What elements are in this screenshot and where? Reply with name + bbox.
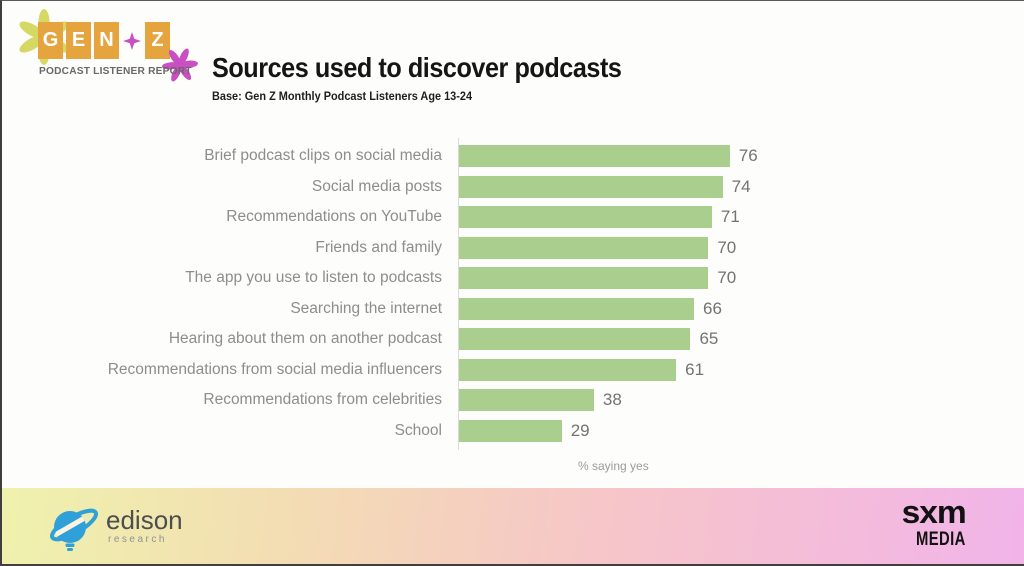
bar-chart: Brief podcast clips on social media 76 Soc… xyxy=(2,138,802,473)
bar-category-label: The app you use to listen to podcasts xyxy=(185,269,442,287)
bar-category-label: Recommendations from social media influe… xyxy=(107,360,442,378)
bar xyxy=(458,206,712,229)
genz-letter-g: G xyxy=(38,22,63,59)
genz-logo-subtitle: PODCAST LISTENER REPORT xyxy=(39,65,192,77)
base-note: Base: Gen Z Monthly Podcast Listeners Ag… xyxy=(212,90,473,103)
bar-value-label: 70 xyxy=(717,268,737,288)
bar-category-label: Hearing about them on another podcast xyxy=(168,330,442,348)
sxm-media-label: MEDIA xyxy=(916,529,966,550)
bar-area: 38 xyxy=(458,389,762,412)
edison-wordmark: edison research xyxy=(106,507,183,545)
chart-row: Brief podcast clips on social media 76 xyxy=(2,141,802,172)
footer-band: edison research sxm MEDIA xyxy=(2,488,1024,564)
bar-area: 66 xyxy=(458,297,762,320)
bar xyxy=(458,236,709,259)
edison-research-logo: edison research xyxy=(46,497,183,555)
bar-category-label: School xyxy=(394,421,442,439)
genz-letter-n: N xyxy=(94,22,119,59)
chart-row: Recommendations from social media influe… xyxy=(2,355,802,386)
bar-value-label: 70 xyxy=(717,237,737,257)
flower-icon xyxy=(162,48,198,82)
bar-area: 71 xyxy=(458,206,762,229)
bar-category-label: Social media posts xyxy=(311,177,442,195)
genz-report-logo: G E N Z PODCAST LISTENER REPORT xyxy=(16,9,206,87)
bar-area: 70 xyxy=(458,267,762,290)
bar-area: 76 xyxy=(458,145,762,168)
chart-row: Recommendations on YouTube 71 xyxy=(2,202,802,233)
bar-area: 65 xyxy=(458,328,762,351)
bar-category-label: Searching the internet xyxy=(290,299,442,317)
bar xyxy=(458,267,709,290)
bar-value-label: 61 xyxy=(685,359,705,379)
page-title: Sources used to discover podcasts xyxy=(212,52,622,83)
genz-letter-boxes: G E N Z xyxy=(38,22,170,59)
edison-name: edison xyxy=(106,505,183,535)
bar-area: 61 xyxy=(458,358,762,381)
bar-category-label: Recommendations on YouTube xyxy=(226,208,442,226)
bar-area: 29 xyxy=(458,419,762,442)
chart-row: Hearing about them on another podcast 65 xyxy=(2,324,802,355)
y-axis-line xyxy=(458,138,459,450)
genz-letter-z: Z xyxy=(145,22,170,59)
bar-value-label: 74 xyxy=(731,176,751,196)
bar-area: 74 xyxy=(458,175,762,198)
bar xyxy=(458,328,691,351)
bar-area: 70 xyxy=(458,236,762,259)
genz-letter-e: E xyxy=(66,22,91,59)
bar xyxy=(458,419,562,442)
chart-row: School 29 xyxy=(2,416,802,447)
bar-value-label: 71 xyxy=(720,207,740,227)
chart-row: The app you use to listen to podcasts 70 xyxy=(2,263,802,294)
edison-planet-icon xyxy=(48,508,99,551)
bar xyxy=(458,358,677,381)
edison-sub: research xyxy=(108,534,167,545)
chart-rows: Brief podcast clips on social media 76 Soc… xyxy=(2,138,802,450)
bar-value-label: 38 xyxy=(602,390,622,410)
bar-value-label: 76 xyxy=(738,146,758,166)
bar-value-label: 65 xyxy=(699,329,719,349)
bar-category-label: Friends and family xyxy=(315,238,442,256)
chart-row: Recommendations from celebrities 38 xyxy=(2,385,802,416)
bar-category-label: Recommendations from celebrities xyxy=(203,391,442,409)
sxm-wordmark: sxm xyxy=(901,494,967,531)
sxm-media-logo: sxm MEDIA xyxy=(901,494,967,551)
bar-value-label: 29 xyxy=(570,420,590,440)
bar-value-label: 66 xyxy=(703,298,722,318)
sparkle-icon xyxy=(123,31,141,50)
chart-row: Searching the internet 66 xyxy=(2,294,802,325)
bar-category-label: Brief podcast clips on social media xyxy=(204,147,442,165)
x-axis-caption: % saying yes xyxy=(578,459,649,473)
chart-row: Social media posts 74 xyxy=(2,172,802,203)
bar xyxy=(458,175,723,198)
bar xyxy=(458,389,594,412)
chart-row: Friends and family 70 xyxy=(2,233,802,264)
title-block: Sources used to discover podcasts Base: … xyxy=(212,52,667,103)
bar xyxy=(458,297,695,320)
bar xyxy=(458,145,730,168)
